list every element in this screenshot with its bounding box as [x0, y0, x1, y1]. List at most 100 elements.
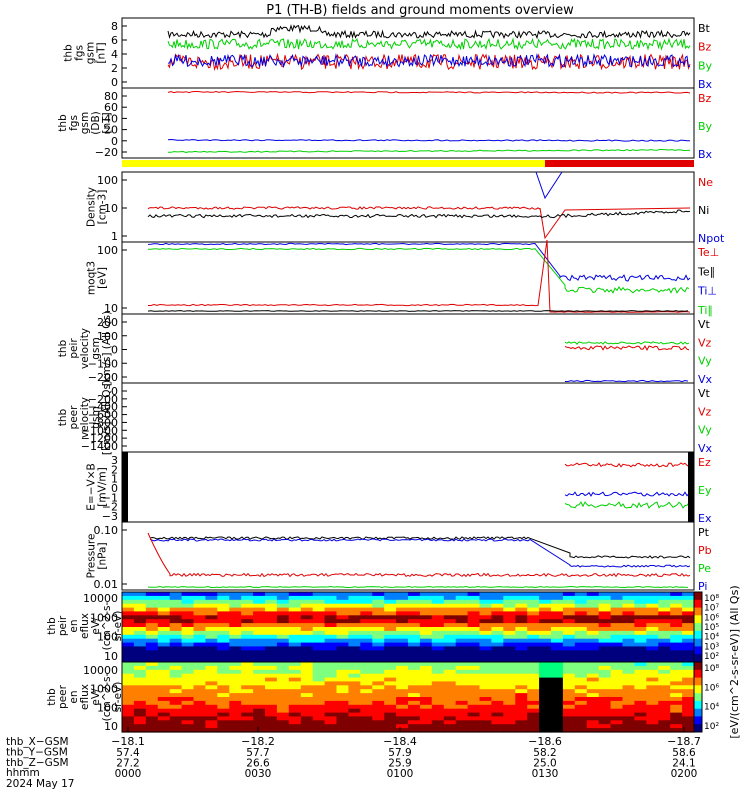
spectrogram-cell: [551, 708, 564, 714]
spectrogram-cell: [288, 603, 302, 609]
spectrogram-cell: [324, 716, 338, 721]
spectrogram-cell: [419, 700, 433, 706]
y-tick-label: 3: [111, 454, 118, 467]
x-row-value: 0100: [387, 768, 414, 780]
y-tick-label: 40: [104, 112, 118, 125]
spectrogram-cell: [348, 716, 361, 721]
spectrogram-cell: [682, 704, 695, 710]
spectrogram-cell: [455, 689, 469, 694]
x-row-value: 0030: [245, 768, 272, 780]
y-axis-label-line: peir: [57, 615, 69, 636]
spectrogram-cell: [622, 627, 635, 632]
spectrogram-cell: [241, 650, 254, 655]
spectrogram-cell: [479, 716, 492, 721]
spectrogram-cell: [288, 599, 302, 605]
spectrogram-cell: [205, 630, 218, 636]
spectrogram-cell: [634, 681, 647, 686]
spectrogram-cell: [479, 728, 492, 733]
y-axis-label-line: thb: [46, 617, 58, 635]
legend-entry: Ey: [698, 484, 712, 497]
spectrogram-cell: [217, 669, 230, 675]
spectrogram-cell: [586, 642, 600, 648]
x-time-label: hhmm: [6, 767, 40, 779]
spectrogram-cell: [682, 697, 695, 702]
spectrogram-cell: [622, 665, 635, 671]
spectrogram-cell: [157, 611, 171, 616]
spectrogram-cell: [336, 642, 349, 648]
spectrogram-cell: [122, 642, 135, 648]
spectrogram-cell: [312, 646, 326, 651]
spectrogram-cell: [527, 728, 540, 733]
spectrogram-cell: [467, 693, 481, 698]
spectrogram-cell: [646, 654, 659, 659]
spectrogram-cell: [384, 630, 397, 636]
spectrogram-cell: [348, 658, 361, 663]
spectrogram-cell: [324, 697, 338, 702]
spectrogram-cell: [610, 646, 624, 651]
spectrogram-cell: [372, 595, 385, 601]
spectrogram-cell: [122, 716, 135, 721]
spectrogram-cell: [467, 708, 481, 714]
spectrogram-cell: [396, 681, 409, 686]
spectrogram-cell: [372, 634, 385, 640]
colorbar-tick: 10²: [704, 652, 719, 662]
legend-entry: Ti⊥: [697, 285, 717, 298]
spectrogram-cell: [574, 677, 588, 683]
spectrogram-cell: [455, 642, 469, 648]
spectrogram-cell: [491, 662, 504, 667]
spectrogram-cell: [646, 673, 659, 679]
spectrogram-cell: [646, 611, 659, 616]
spectrogram-cell: [562, 595, 576, 601]
spectrogram-cell: [658, 627, 671, 632]
spectrogram-cell: [324, 599, 338, 605]
spectrogram-cell: [634, 592, 647, 597]
spectrogram-cell: [276, 592, 290, 597]
spectrogram-cell: [682, 615, 695, 620]
spectrogram-cell: [503, 627, 516, 632]
y-axis-label-line: velocity: [79, 397, 91, 438]
spectrogram-cell: [205, 700, 218, 706]
spectrogram-cell: [622, 607, 635, 613]
y-tick-label: −1000: [81, 424, 118, 437]
spectrogram-cell: [145, 603, 159, 609]
series-density: [147, 171, 691, 240]
spectrogram-cell: [574, 669, 588, 675]
spectrogram-cell: [598, 607, 612, 613]
spectrogram-cell: [122, 681, 135, 686]
spectrogram-cell: [431, 646, 445, 651]
spectrogram-cell: [324, 603, 338, 609]
ti-perp-line: [147, 242, 691, 282]
spectrogram-cell: [372, 681, 385, 686]
spectrogram-cell: [205, 595, 218, 601]
spectrogram-cell: [133, 607, 147, 613]
spectrogram-cell: [551, 650, 564, 655]
spectrogram-cell: [443, 685, 457, 690]
spectrogram-cell: [193, 638, 206, 644]
spectrogram-cell: [515, 704, 528, 710]
spectrogram-cell: [384, 646, 397, 651]
spectrogram-cell: [586, 634, 600, 640]
spectrogram-cell: [145, 673, 159, 679]
spectrogram-cell: [396, 716, 409, 721]
spectrogram-cell: [622, 662, 635, 667]
spectrogram-cell: [586, 650, 600, 655]
spectrogram-cell: [419, 673, 433, 679]
spectrogram-cell: [503, 599, 516, 605]
spectrogram-cell: [336, 638, 349, 644]
spectrogram-cell: [348, 724, 361, 729]
spectrogram-cell: [145, 669, 159, 675]
spectrogram-cell: [205, 724, 218, 729]
spectrogram-cell: [360, 595, 373, 601]
spectrogram-cell: [300, 603, 314, 609]
spectrogram-cell: [384, 673, 397, 679]
spectrogram-cell: [634, 716, 647, 721]
fill-edge-right: [688, 452, 694, 522]
spectrogram-cell: [670, 716, 683, 721]
spectrogram-cell: [431, 630, 445, 636]
spectrogram-cell: [193, 673, 206, 679]
spectrogram-cell: [443, 700, 457, 706]
spectrogram-cell: [288, 677, 302, 683]
spectrogram-cell: [360, 599, 373, 605]
spectrogram-cell: [360, 623, 373, 628]
